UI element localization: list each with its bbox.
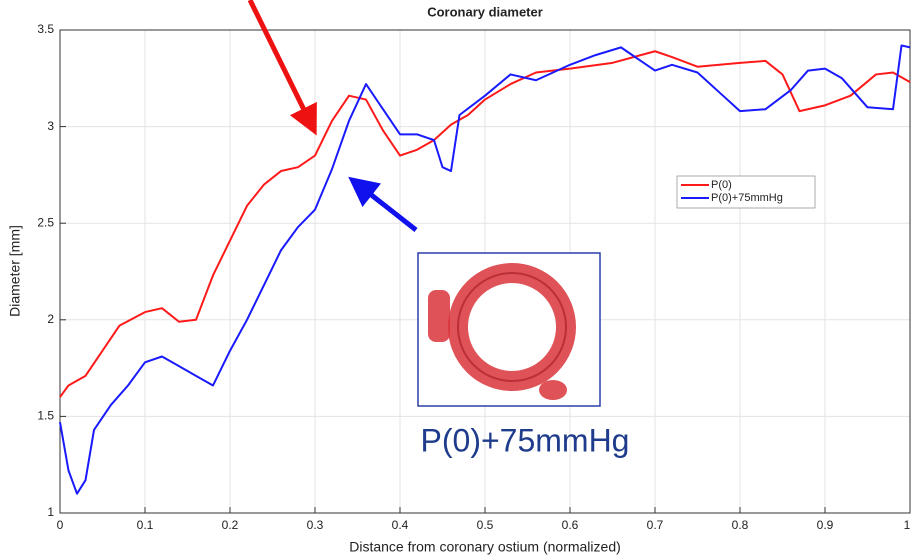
legend-label: P(0) — [711, 179, 732, 191]
x-tick-label: 0.1 — [137, 518, 154, 532]
annotation: P(0)+75mmHg — [421, 422, 630, 458]
y-tick-label: 2 — [47, 312, 54, 326]
x-tick-label: 0 — [57, 518, 64, 532]
vessel-branch — [428, 290, 450, 342]
vessel-branch-bottom — [539, 380, 567, 400]
x-tick-label: 1 — [904, 518, 911, 532]
legend-box — [676, 175, 816, 209]
x-tick-label: 0.9 — [817, 518, 834, 532]
y-tick-label: 3.5 — [37, 22, 54, 36]
blue-arrow — [348, 176, 418, 232]
chart-title: Coronary diameter — [427, 4, 543, 19]
y-tick-label: 1 — [47, 505, 54, 519]
x-tick-label: 0.3 — [307, 518, 324, 532]
x-tick-label: 0.4 — [392, 518, 409, 532]
vessel-ring-inner — [457, 272, 567, 382]
series-line — [59, 44, 911, 495]
x-axis-label: Distance from coronary ostium (normalize… — [349, 539, 621, 555]
y-axis-label: Diameter [mm] — [7, 225, 23, 317]
red-arrow — [247, 0, 317, 136]
x-tick-label: 0.5 — [477, 518, 494, 532]
x-tick-label: 0.2 — [222, 518, 239, 532]
y-tick-label: 3 — [47, 119, 54, 133]
y-tick-label: 2.5 — [37, 215, 54, 229]
y-tick-label: 1.5 — [37, 409, 54, 423]
x-tick-label: 0.7 — [647, 518, 664, 532]
x-tick-label: 0.8 — [732, 518, 749, 532]
legend-label: P(0)+75mmHg — [711, 192, 783, 204]
x-tick-label: 0.6 — [562, 518, 579, 532]
series-line — [59, 50, 911, 398]
plot-frame — [59, 29, 911, 514]
